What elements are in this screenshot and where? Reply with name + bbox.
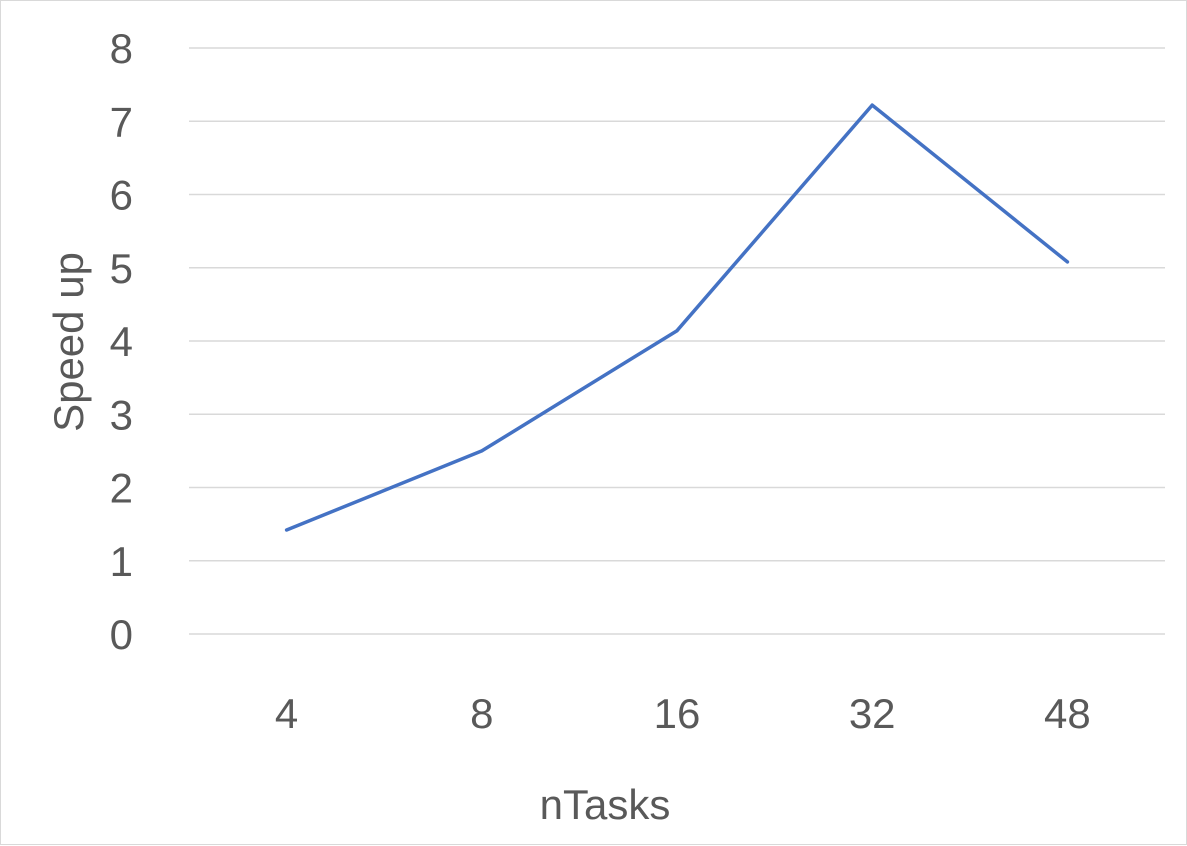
gridlines [189,47,1165,635]
data-point [285,528,289,532]
x-tick-label: 16 [654,690,701,737]
data-point [870,103,874,107]
y-tick-label: 0 [110,611,133,658]
x-tick-label: 48 [1044,690,1091,737]
x-tick-label: 32 [849,690,896,737]
series-layer [284,103,1070,532]
x-axis-tick-labels: 4 8 16 32 48 [275,690,1091,737]
y-tick-label: 6 [110,172,133,219]
y-axis-tick-labels: 0 1 2 3 4 5 6 7 8 [110,25,133,658]
y-tick-label: 1 [110,538,133,585]
y-tick-label: 2 [110,465,133,512]
data-point [1065,260,1069,264]
y-axis-title: Speed up [45,252,92,432]
y-tick-label: 8 [110,25,133,72]
y-tick-label: 4 [110,318,133,365]
data-point [480,449,484,453]
series-line-0 [284,103,1070,532]
y-tick-label: 3 [110,391,133,438]
x-axis-title: nTasks [540,781,671,828]
x-tick-label: 8 [470,690,493,737]
x-tick-label: 4 [275,690,298,737]
data-point [675,329,679,333]
y-tick-label: 5 [110,245,133,292]
y-tick-label: 7 [110,98,133,145]
